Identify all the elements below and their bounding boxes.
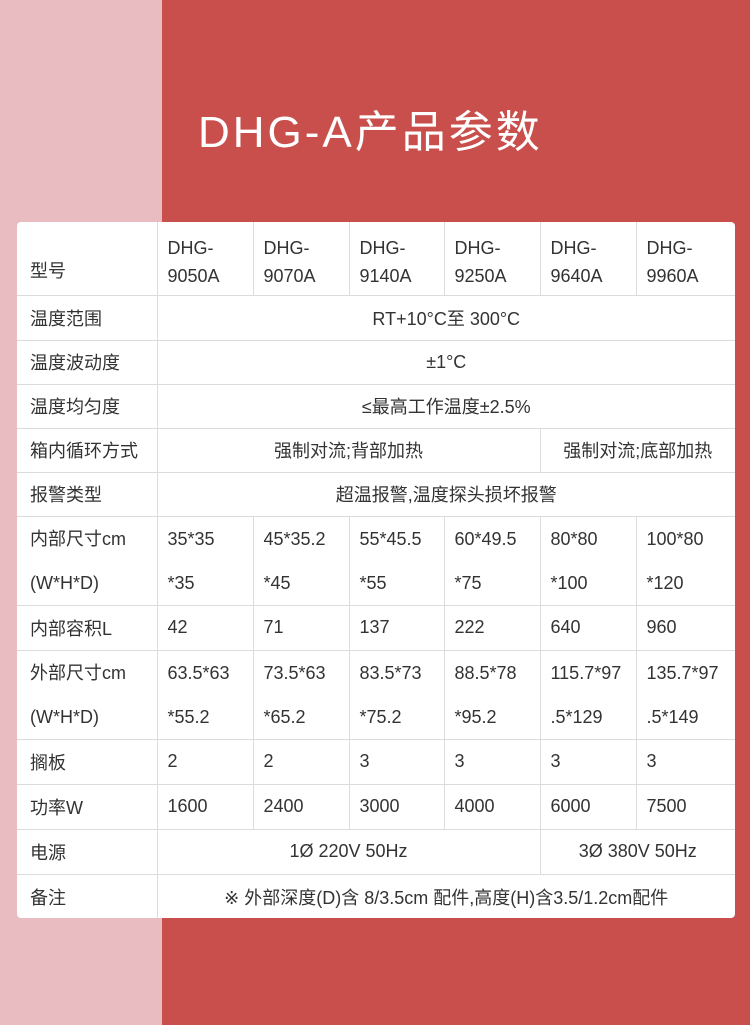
table-row: 功率W 1600 2400 3000 4000 6000 7500 <box>17 783 735 830</box>
header-row: 型号 DHG- 9050A DHG- 9070A DHG- 9140A DHG- 925… <box>17 222 735 296</box>
table-cell: 100*80 *120 <box>635 515 735 606</box>
row-label: 功率W <box>17 783 158 830</box>
table-cell: 60*49.5 *75 <box>443 515 541 606</box>
table-cell: ±1°C <box>156 339 735 385</box>
row-label: 温度范围 <box>17 294 158 341</box>
row-label: 温度均匀度 <box>17 383 158 429</box>
table-cell: 强制对流;底部加热 <box>539 427 735 473</box>
model-header: DHG- 9640A <box>539 222 637 296</box>
table-cell: 3 <box>635 738 735 785</box>
page-title: DHG-A产品参数 <box>198 108 543 157</box>
table-cell: ※ 外部深度(D)含 8/3.5cm 配件,高度(H)含3.5/1.2cm配件 <box>156 873 735 918</box>
table-cell: 6000 <box>539 783 637 830</box>
table-cell: 115.7*97 .5*129 <box>539 649 637 740</box>
model-header: DHG- 9140A <box>348 222 445 296</box>
model-header: DHG- 9250A <box>443 222 541 296</box>
table-cell: 3 <box>539 738 637 785</box>
table-cell: 2 <box>252 738 350 785</box>
table-cell: RT+10°C至 300°C <box>156 294 735 341</box>
table-cell: 3 <box>443 738 541 785</box>
table-cell: 80*80 *100 <box>539 515 637 606</box>
table-cell: 137 <box>348 604 445 651</box>
table-cell: 73.5*63 *65.2 <box>252 649 350 740</box>
table-cell: 超温报警,温度探头损坏报警 <box>156 471 735 517</box>
table-cell: 1600 <box>156 783 254 830</box>
row-label: 备注 <box>17 873 158 918</box>
spec-table: 型号 DHG- 9050A DHG- 9070A DHG- 9140A DHG- 925… <box>17 222 735 918</box>
table-row: 温度均匀度 ≤最高工作温度±2.5% <box>17 383 735 429</box>
model-header: DHG- 9960A <box>635 222 735 296</box>
table-cell: 45*35.2 *45 <box>252 515 350 606</box>
table-cell: 63.5*63 *55.2 <box>156 649 254 740</box>
table-cell: 83.5*73 *75.2 <box>348 649 445 740</box>
table-row: 内部容积L 42 71 137 222 640 960 <box>17 604 735 651</box>
row-label: 箱内循环方式 <box>17 427 158 473</box>
row-label: 搁板 <box>17 738 158 785</box>
row-label: 外部尺寸cm (W*H*D) <box>17 649 158 740</box>
table-row: 温度范围 RT+10°C至 300°C <box>17 294 735 341</box>
table-cell: 1Ø 220V 50Hz <box>156 828 541 875</box>
model-header: DHG- 9070A <box>252 222 350 296</box>
table-cell: 960 <box>635 604 735 651</box>
table-cell: 222 <box>443 604 541 651</box>
table-cell: 2 <box>156 738 254 785</box>
table-row: 温度波动度 ±1°C <box>17 339 735 385</box>
row-label: 内部尺寸cm (W*H*D) <box>17 515 158 606</box>
table-cell: 4000 <box>443 783 541 830</box>
model-header: DHG- 9050A <box>156 222 254 296</box>
table-row: 箱内循环方式 强制对流;背部加热 强制对流;底部加热 <box>17 427 735 473</box>
table-cell: 3 <box>348 738 445 785</box>
row-label: 内部容积L <box>17 604 158 651</box>
row-label: 报警类型 <box>17 471 158 517</box>
table-row: 搁板 2 2 3 3 3 3 <box>17 738 735 785</box>
table-cell: 42 <box>156 604 254 651</box>
row-label: 温度波动度 <box>17 339 158 385</box>
table-cell: 640 <box>539 604 637 651</box>
table-cell: 3Ø 380V 50Hz <box>539 828 735 875</box>
table-cell: 3000 <box>348 783 445 830</box>
row-label: 电源 <box>17 828 158 875</box>
table-cell: 71 <box>252 604 350 651</box>
table-row: 电源 1Ø 220V 50Hz 3Ø 380V 50Hz <box>17 828 735 875</box>
table-cell: 35*35 *35 <box>156 515 254 606</box>
table-row: 内部尺寸cm (W*H*D) 35*35 *35 45*35.2 *45 55*45.… <box>17 515 735 606</box>
table-row: 备注 ※ 外部深度(D)含 8/3.5cm 配件,高度(H)含3.5/1.2cm配… <box>17 873 735 918</box>
table-cell: 55*45.5 *55 <box>348 515 445 606</box>
table-cell: 88.5*78 *95.2 <box>443 649 541 740</box>
table-cell: ≤最高工作温度±2.5% <box>156 383 735 429</box>
table-row: 报警类型 超温报警,温度探头损坏报警 <box>17 471 735 517</box>
row-label: 型号 <box>17 222 158 296</box>
table-cell: 7500 <box>635 783 735 830</box>
table-cell: 2400 <box>252 783 350 830</box>
table-cell: 135.7*97 .5*149 <box>635 649 735 740</box>
spec-table-card: 型号 DHG- 9050A DHG- 9070A DHG- 9140A DHG- 925… <box>17 222 735 918</box>
table-cell: 强制对流;背部加热 <box>156 427 541 473</box>
table-row: 外部尺寸cm (W*H*D) 63.5*63 *55.2 73.5*63 *65.2… <box>17 649 735 740</box>
